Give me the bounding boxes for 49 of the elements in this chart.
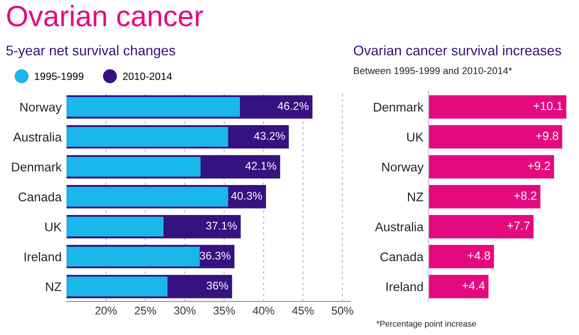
bar xyxy=(428,274,489,298)
y-tick-label: NZ xyxy=(46,282,62,292)
bar xyxy=(428,244,494,268)
chart-subtitle: Between 1995-1999 and 2010-2014* xyxy=(354,67,512,74)
x-tick-label: 30% xyxy=(174,306,196,315)
legend-label: 1995-1999 xyxy=(34,72,84,80)
chart-subtitle: 5-year net survival changes xyxy=(6,45,176,58)
data-label: 43.2% xyxy=(254,132,285,140)
data-label: +9.8 xyxy=(536,132,558,140)
chart-title: Ovarian cancer xyxy=(7,5,204,26)
bar xyxy=(428,185,540,208)
chart-title: Ovarian cancer survival increases xyxy=(354,45,562,56)
text: *Percentage point increase xyxy=(376,320,476,328)
data-label: +4.4 xyxy=(462,281,485,290)
data-label: +4.8 xyxy=(468,251,490,260)
y-tick-label: Australia xyxy=(374,222,424,232)
y-tick-label: Ireland xyxy=(24,252,61,262)
y-tick-label: Norway xyxy=(382,162,424,174)
y-tick-label: Canada xyxy=(380,252,424,262)
data-label: +8.2 xyxy=(514,192,536,200)
y-tick-label: Australia xyxy=(13,132,62,142)
data-label: 46.2% xyxy=(278,102,309,110)
data-label: 36% xyxy=(206,282,228,290)
y-tick-label: UK xyxy=(45,222,62,232)
bar xyxy=(428,214,534,238)
bar xyxy=(428,95,566,119)
bar xyxy=(428,125,562,149)
y-tick-label: Canada xyxy=(18,192,62,202)
data-label: +7.7 xyxy=(507,222,530,230)
legend-label: 2010-2014 xyxy=(122,72,172,80)
data-label: 42.1% xyxy=(245,162,276,170)
bar xyxy=(428,155,554,178)
data-label: +10.1 xyxy=(534,102,562,110)
y-tick-label: Ireland xyxy=(386,282,423,292)
y-tick-label: Norway xyxy=(20,102,62,114)
data-label: 37.1% xyxy=(206,222,237,230)
y-tick-label: Denmark xyxy=(374,102,424,112)
y-tick-label: NZ xyxy=(408,192,424,202)
x-tick-label: 40% xyxy=(252,306,274,315)
x-tick-label: 45% xyxy=(292,306,314,315)
x-tick-label: 50% xyxy=(332,306,354,315)
x-tick-label: 35% xyxy=(214,306,235,315)
data-label: 40.3% xyxy=(231,192,262,200)
x-tick-label: 25% xyxy=(134,306,156,315)
y-tick-label: UK xyxy=(407,132,424,142)
data-label: 36.3% xyxy=(200,252,231,260)
y-tick-label: Denmark xyxy=(12,162,62,172)
x-tick-label: 20% xyxy=(95,306,117,315)
data-label: +9.2 xyxy=(528,162,550,170)
